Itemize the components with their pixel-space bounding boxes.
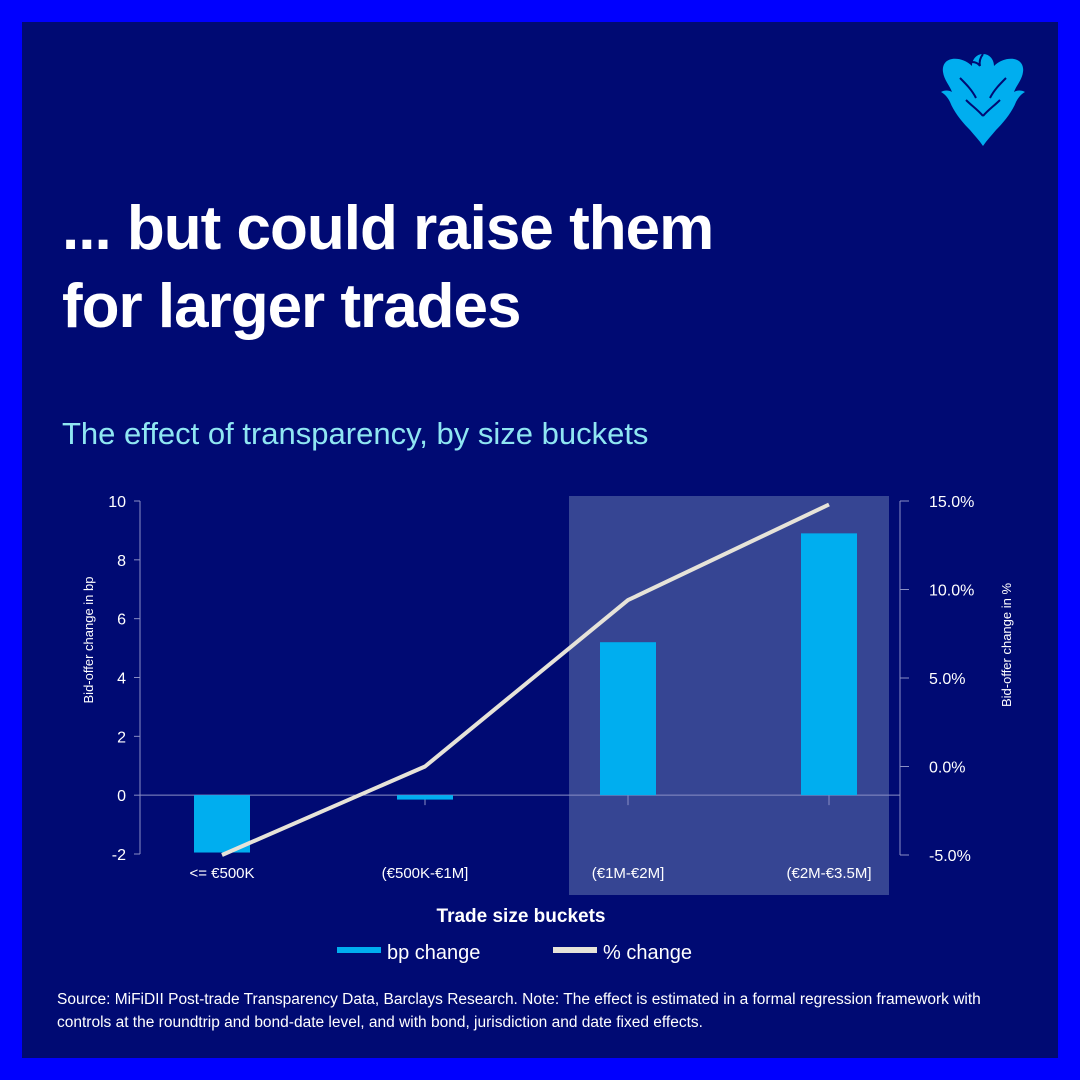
right-tick-label: 0.0% (929, 760, 965, 777)
headline-line-2: for larger trades (62, 272, 522, 341)
left-tick-label: 6 (117, 612, 126, 629)
left-tick-label: 10 (108, 494, 126, 511)
category-label: (€2M-€3.5M] (786, 865, 871, 882)
bar-bp-change (600, 642, 656, 796)
legend-swatch-line (553, 947, 597, 953)
transparency-chart: 10 8 6 4 2 0 -2 15.0% 10.0% 5.0% 0.0% -5.0% <= €500K… (81, 494, 1014, 964)
legend-label-line: % change (603, 942, 692, 964)
chart-title: The effect of transparency, by size buck… (62, 416, 649, 451)
right-axis-title: Bid-offer change in % (999, 583, 1014, 707)
left-tick-label: 8 (117, 553, 126, 570)
headline: ... but could raise them for larger trad… (62, 190, 882, 346)
left-tick-label: 4 (117, 671, 126, 688)
source-note: Source: MiFiDII Post-trade Transparency … (57, 991, 981, 1031)
legend-label-bar: bp change (387, 942, 480, 964)
right-tick-label: 15.0% (929, 494, 974, 511)
x-axis-title: Trade size buckets (437, 906, 606, 927)
right-tick-label: 10.0% (929, 583, 974, 600)
category-label: (€500K-€1M] (382, 865, 469, 882)
bar-bp-change (397, 795, 453, 800)
bar-bp-change (801, 533, 857, 796)
line-pct-change (221, 502, 830, 857)
barclays-eagle-icon (941, 53, 1025, 146)
bar-bp-change (194, 795, 250, 853)
right-tick-label: 5.0% (929, 671, 965, 688)
headline-line-1: ... but could raise them (62, 194, 714, 263)
left-axis-title: Bid-offer change in bp (81, 577, 96, 704)
legend-swatch-bar (337, 947, 381, 953)
left-tick-label: 0 (117, 788, 126, 805)
left-tick-label: -2 (112, 847, 126, 864)
category-label: (€1M-€2M] (592, 865, 665, 882)
right-tick-label: -5.0% (929, 848, 971, 865)
left-tick-label: 2 (117, 729, 126, 746)
category-label: <= €500K (189, 865, 254, 882)
